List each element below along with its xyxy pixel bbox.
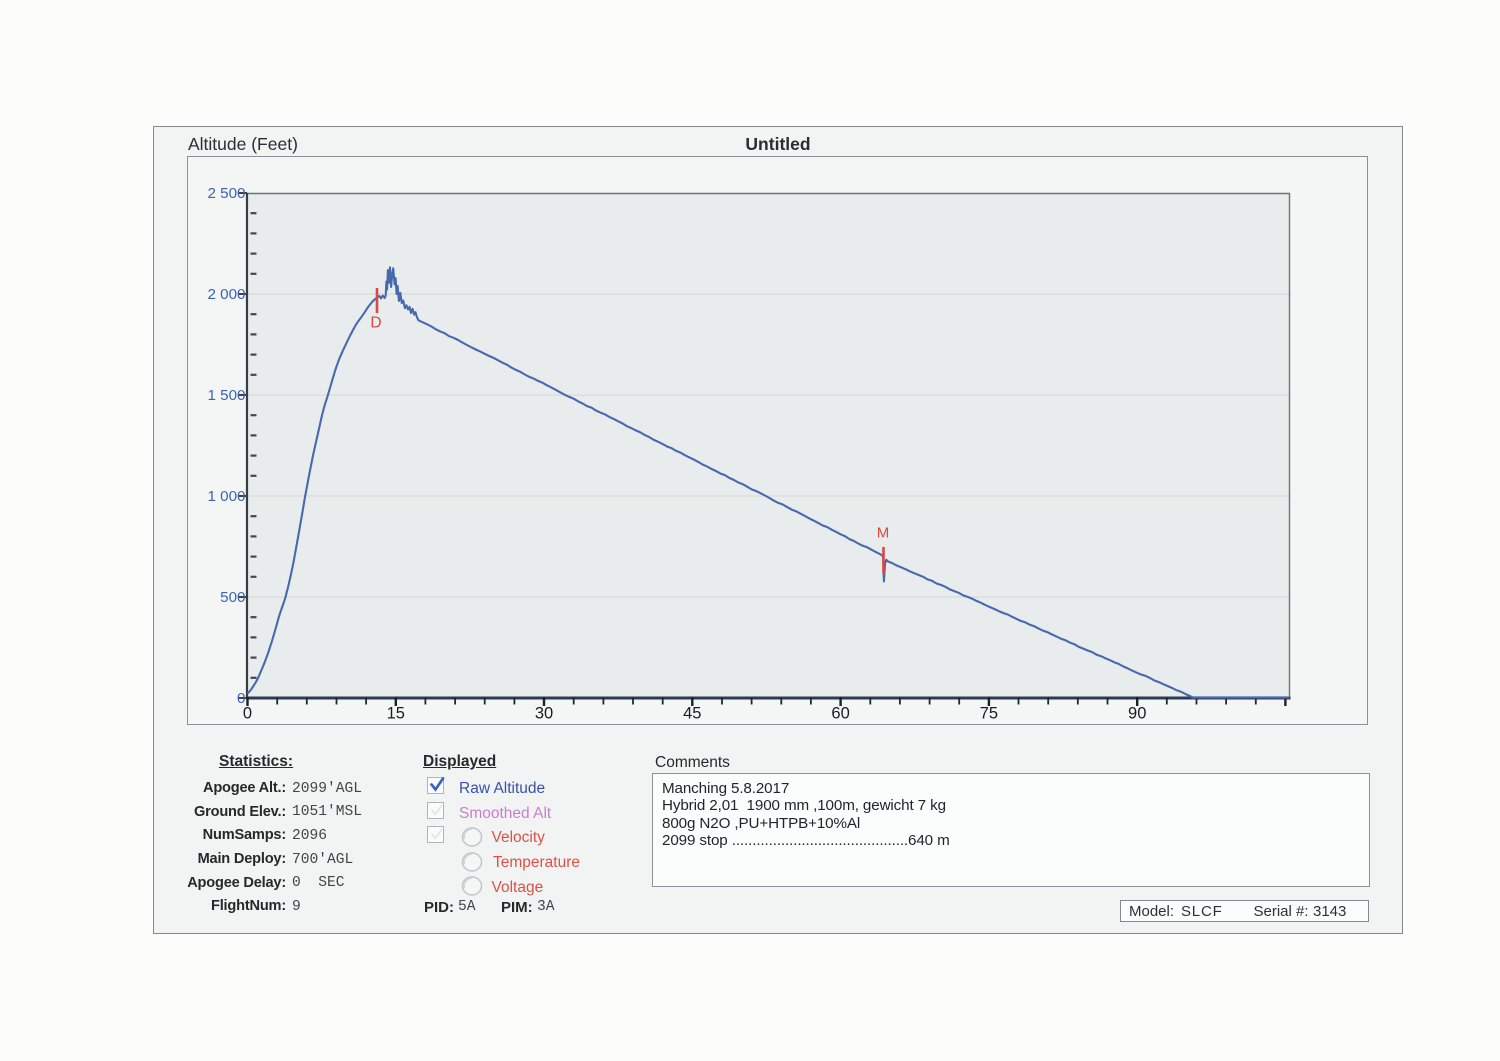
svg-text:90: 90 (1128, 705, 1146, 723)
svg-text:1 500: 1 500 (207, 387, 245, 404)
svg-text:1 000: 1 000 (207, 488, 245, 505)
svg-text:60: 60 (831, 705, 849, 723)
svg-text:M: M (877, 525, 890, 542)
svg-text:2 500: 2 500 (207, 185, 245, 202)
svg-text:0: 0 (237, 690, 245, 707)
svg-text:30: 30 (535, 705, 553, 723)
svg-text:0: 0 (243, 705, 252, 723)
svg-text:45: 45 (683, 705, 701, 723)
svg-text:D: D (370, 315, 381, 332)
svg-text:500: 500 (220, 589, 245, 606)
svg-text:2 000: 2 000 (207, 286, 245, 303)
svg-text:75: 75 (980, 705, 998, 723)
svg-text:15: 15 (387, 705, 405, 723)
